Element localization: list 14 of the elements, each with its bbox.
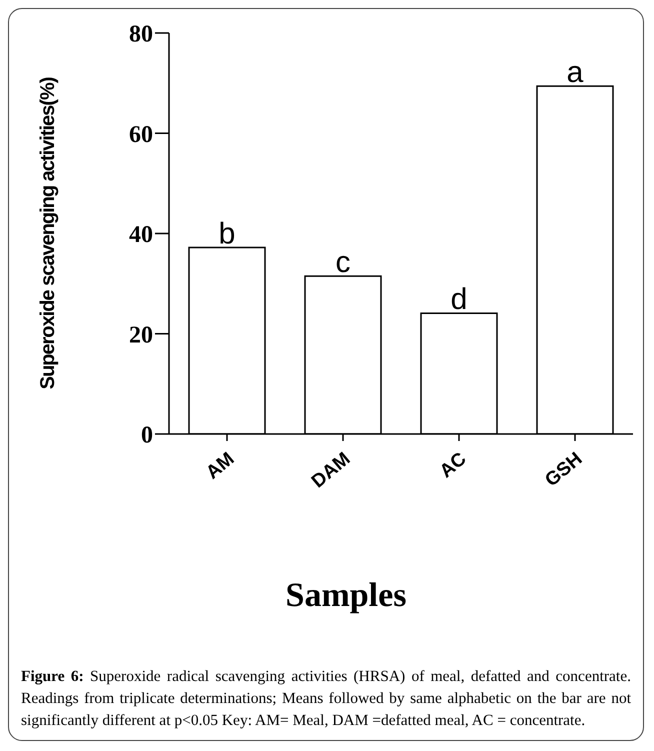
y-tick-label: 40 (129, 222, 153, 248)
annotation: a (566, 56, 584, 90)
annotation: c (336, 246, 350, 280)
annotation: d (450, 283, 468, 316)
y-tick-label: 0 (141, 422, 153, 449)
x-axis-title: Samples (284, 577, 408, 615)
x-tick-label: AC (436, 448, 471, 482)
x-tick-label: AM (202, 448, 238, 484)
annotation: b (218, 218, 236, 251)
y-axis-title: Superoxide scavenging activities(%) (37, 77, 60, 390)
caption: Figure 6: Superoxide radical scavenging activities (HRSA) of meal, defatted and concentrate. Readings from triplicate determinations; Means followed by same alphabetic on the bar are not significantly different at p<0.05 Key: AM= Meal, DAM =defatted meal, AC = concentrate. (21, 668, 631, 729)
y-tick-label: 20 (129, 322, 153, 348)
y-tick-label: 60 (129, 122, 153, 148)
y-tick-label: 80 (129, 22, 153, 48)
